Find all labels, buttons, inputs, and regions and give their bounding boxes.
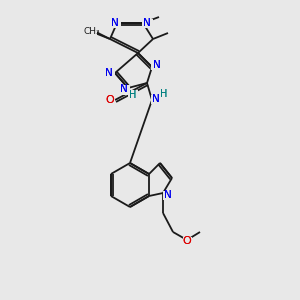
Bar [151, 94, 161, 103]
Text: H: H [129, 90, 137, 100]
Bar [103, 68, 115, 77]
Bar [151, 94, 161, 103]
Bar [128, 90, 137, 98]
Bar [142, 19, 152, 28]
Bar [163, 190, 173, 200]
Bar [182, 236, 191, 245]
Text: N: N [143, 18, 151, 28]
Text: N: N [120, 84, 128, 94]
Text: N: N [105, 68, 113, 78]
Text: O: O [106, 95, 114, 105]
Text: N: N [153, 60, 161, 70]
Bar [163, 190, 173, 200]
Text: O: O [183, 236, 191, 246]
Text: H: H [129, 90, 137, 100]
Bar [151, 61, 163, 70]
Bar [106, 95, 115, 104]
Bar [110, 19, 121, 28]
Bar [182, 236, 191, 245]
Bar [128, 91, 138, 99]
Bar [142, 19, 152, 28]
Text: O: O [106, 95, 114, 105]
Text: CH₃: CH₃ [84, 26, 100, 35]
Bar [120, 85, 130, 94]
Bar [160, 90, 168, 98]
Text: N: N [164, 190, 172, 200]
Bar [106, 95, 115, 104]
Text: N: N [164, 190, 172, 200]
Text: N: N [111, 18, 119, 28]
Bar [118, 85, 130, 94]
Text: N: N [143, 18, 151, 28]
Text: N: N [105, 68, 113, 78]
Text: H: H [160, 89, 168, 99]
Text: N: N [152, 94, 160, 104]
Bar [110, 19, 120, 28]
Text: N: N [152, 94, 160, 104]
Bar [87, 27, 97, 35]
Text: N: N [153, 60, 161, 70]
Bar [104, 68, 114, 77]
Text: H: H [160, 89, 168, 99]
Text: O: O [183, 236, 191, 246]
Bar [152, 61, 162, 70]
Text: N: N [111, 18, 119, 28]
Text: N: N [120, 84, 128, 94]
Bar [160, 90, 168, 98]
